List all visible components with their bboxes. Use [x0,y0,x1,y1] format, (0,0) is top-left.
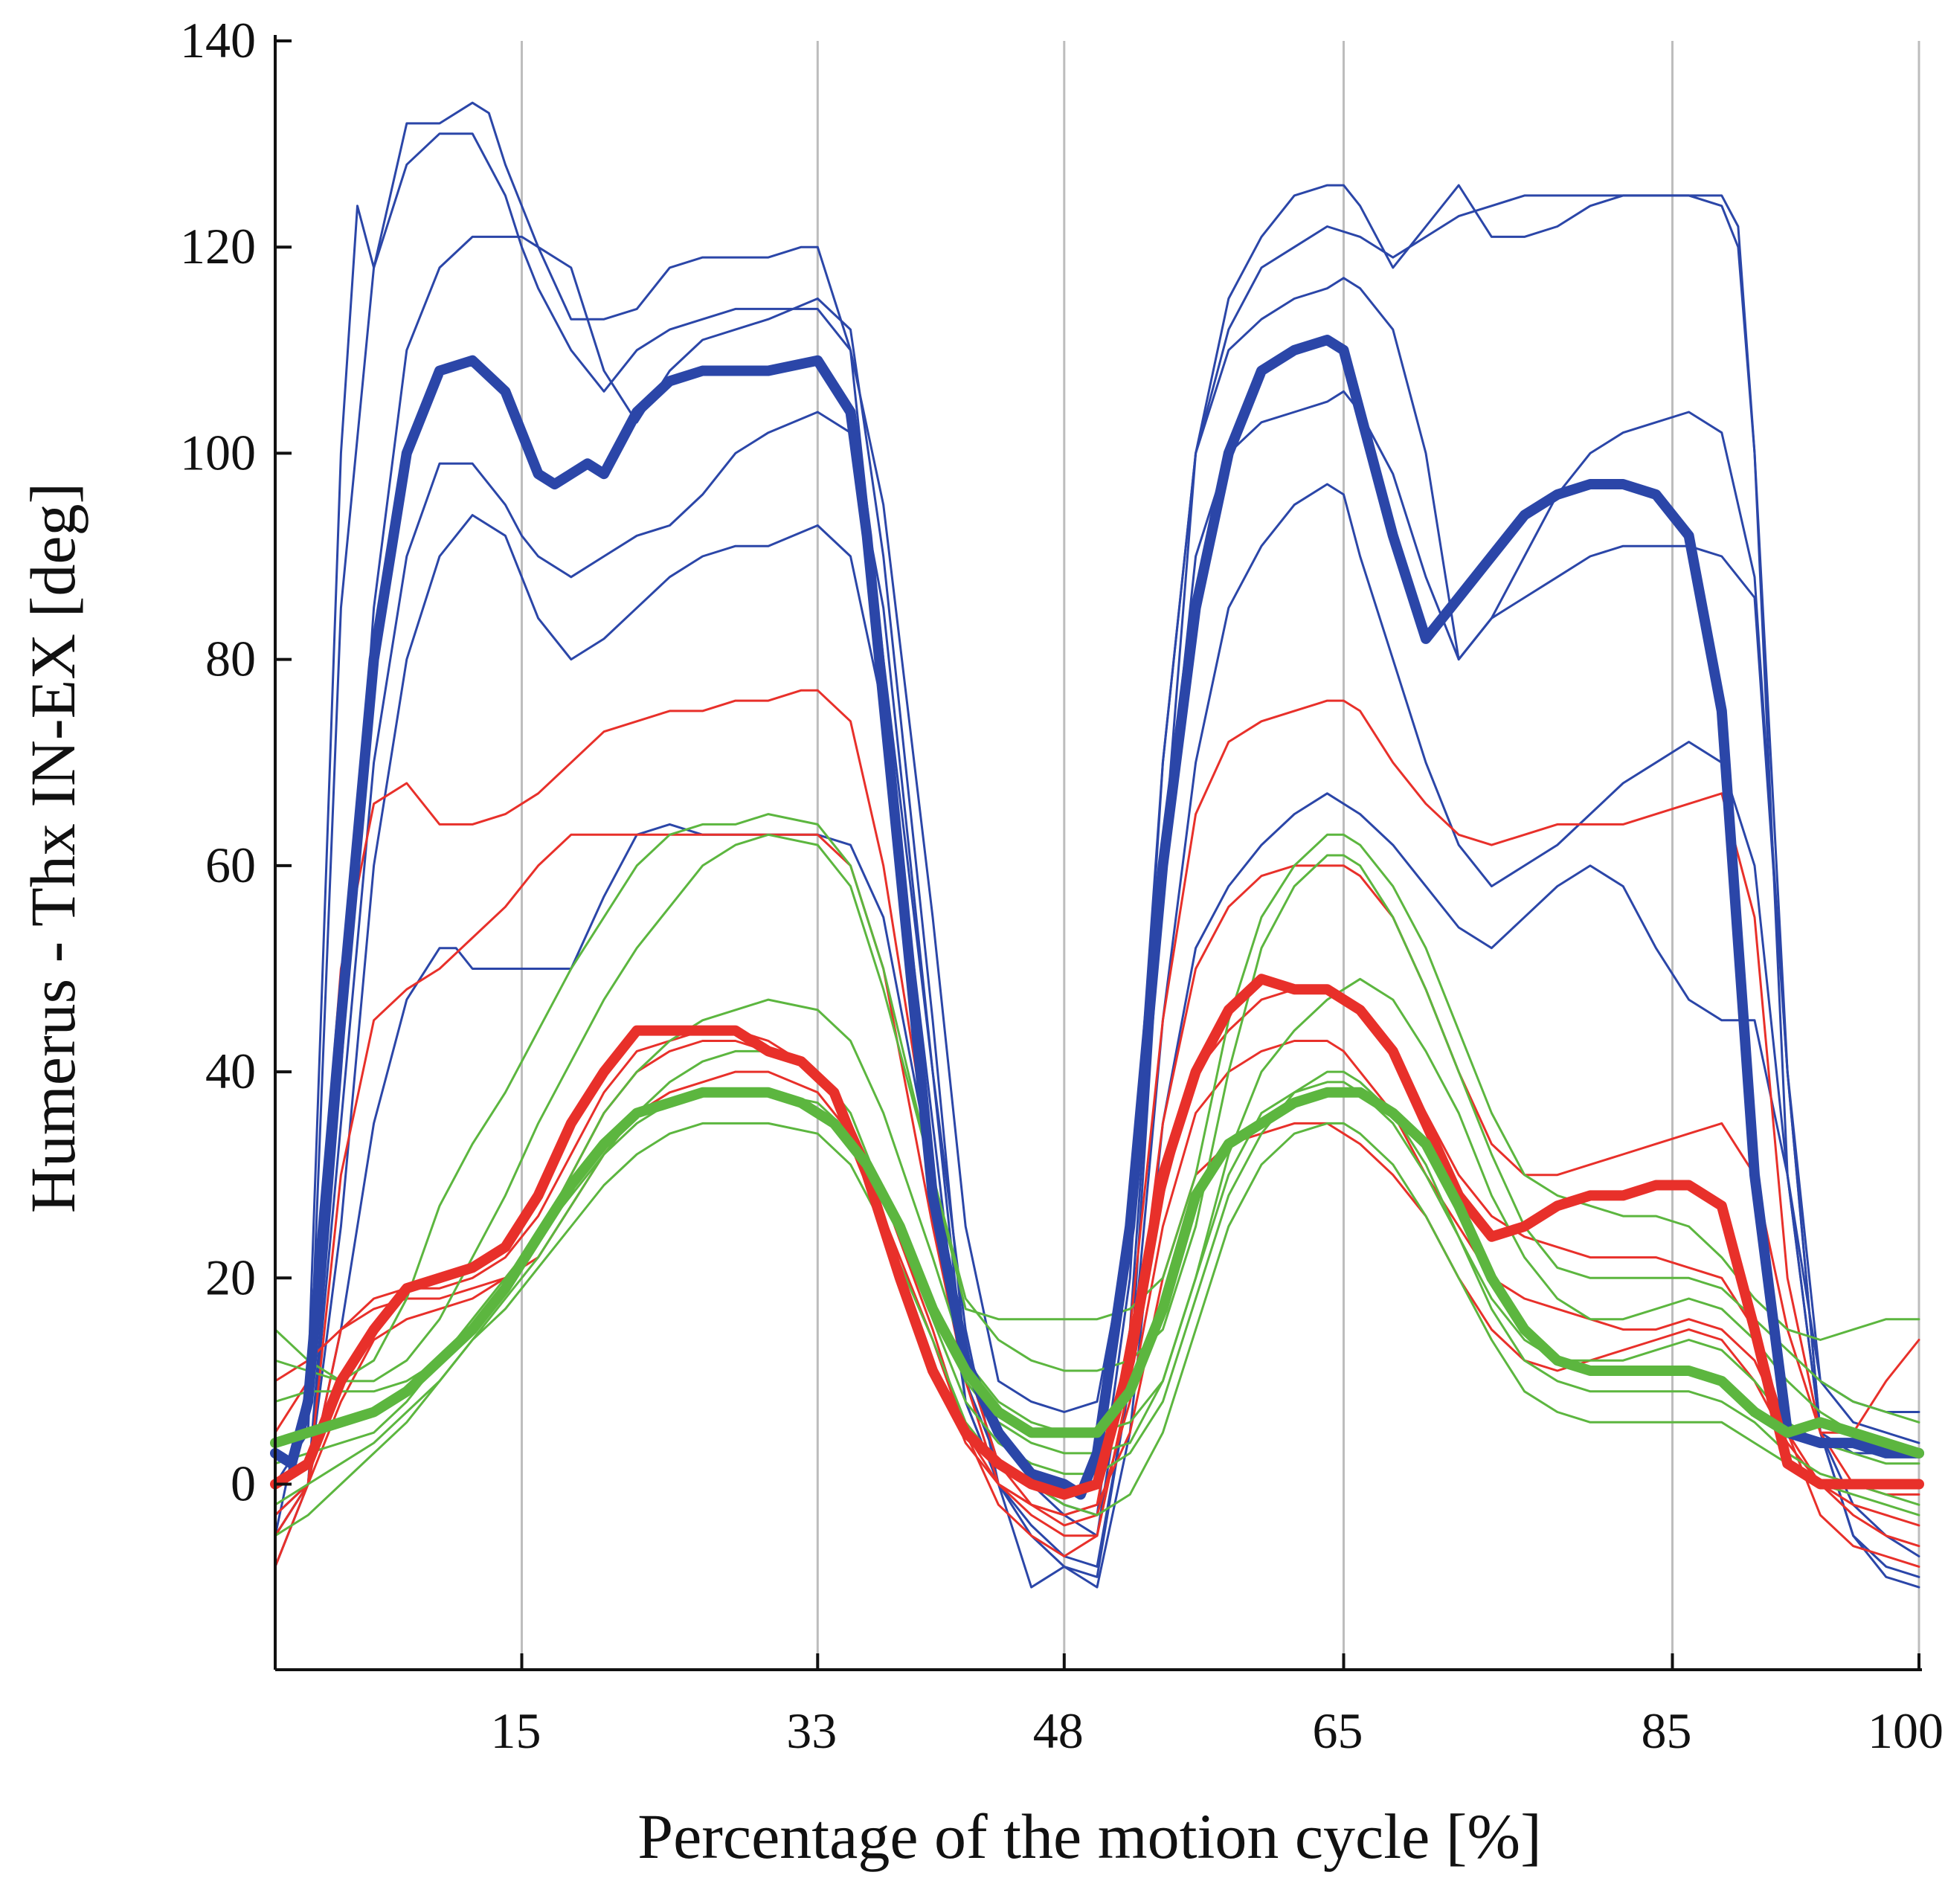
x-tick-label-48: 48 [1033,1702,1084,1759]
series-group [270,101,1924,1589]
x-tick-label-85: 85 [1642,1702,1692,1759]
y-tick-label-40: 40 [205,1043,256,1099]
series-line-red-mean [270,974,1924,1500]
x-tick-label-100: 100 [1868,1702,1944,1759]
axes [274,35,1922,1671]
series-line-blue-subject-2 [274,101,1920,1589]
series-line-blue-mean [270,335,1924,1500]
y-tick-label-140: 140 [180,12,256,68]
series-line-blue-subject-3 [274,235,1920,1589]
series-line-green-mean [270,1087,1924,1458]
y-tick-label-0: 0 [231,1456,256,1512]
y-axis-title: Humerus - Thx IN-EX [deg] [17,483,89,1213]
x-tick-label-15: 15 [491,1702,541,1759]
y-tick-label-120: 120 [180,218,256,274]
gridlines [521,41,1920,1670]
y-tick-label-100: 100 [180,424,256,480]
x-tick-label-65: 65 [1313,1702,1363,1759]
series-line-green-subject-5 [274,1122,1920,1517]
tick-labels: 0 20 40 60 80 100 120 140 15 33 48 65 85 100 [180,12,1944,1759]
series-line-green-subject-4 [274,1049,1920,1537]
series-line-blue-subject-6 [274,792,1920,1589]
y-tick-label-60: 60 [205,837,256,893]
series-line-green-subject-1 [274,813,1920,1383]
x-axis-title: Percentage of the motion cycle [%] [637,1801,1541,1872]
y-tick-label-20: 20 [205,1249,256,1305]
x-tick-label-33: 33 [786,1702,837,1759]
y-tick-label-80: 80 [205,631,256,687]
series-line-blue-subject-5 [274,483,1920,1568]
